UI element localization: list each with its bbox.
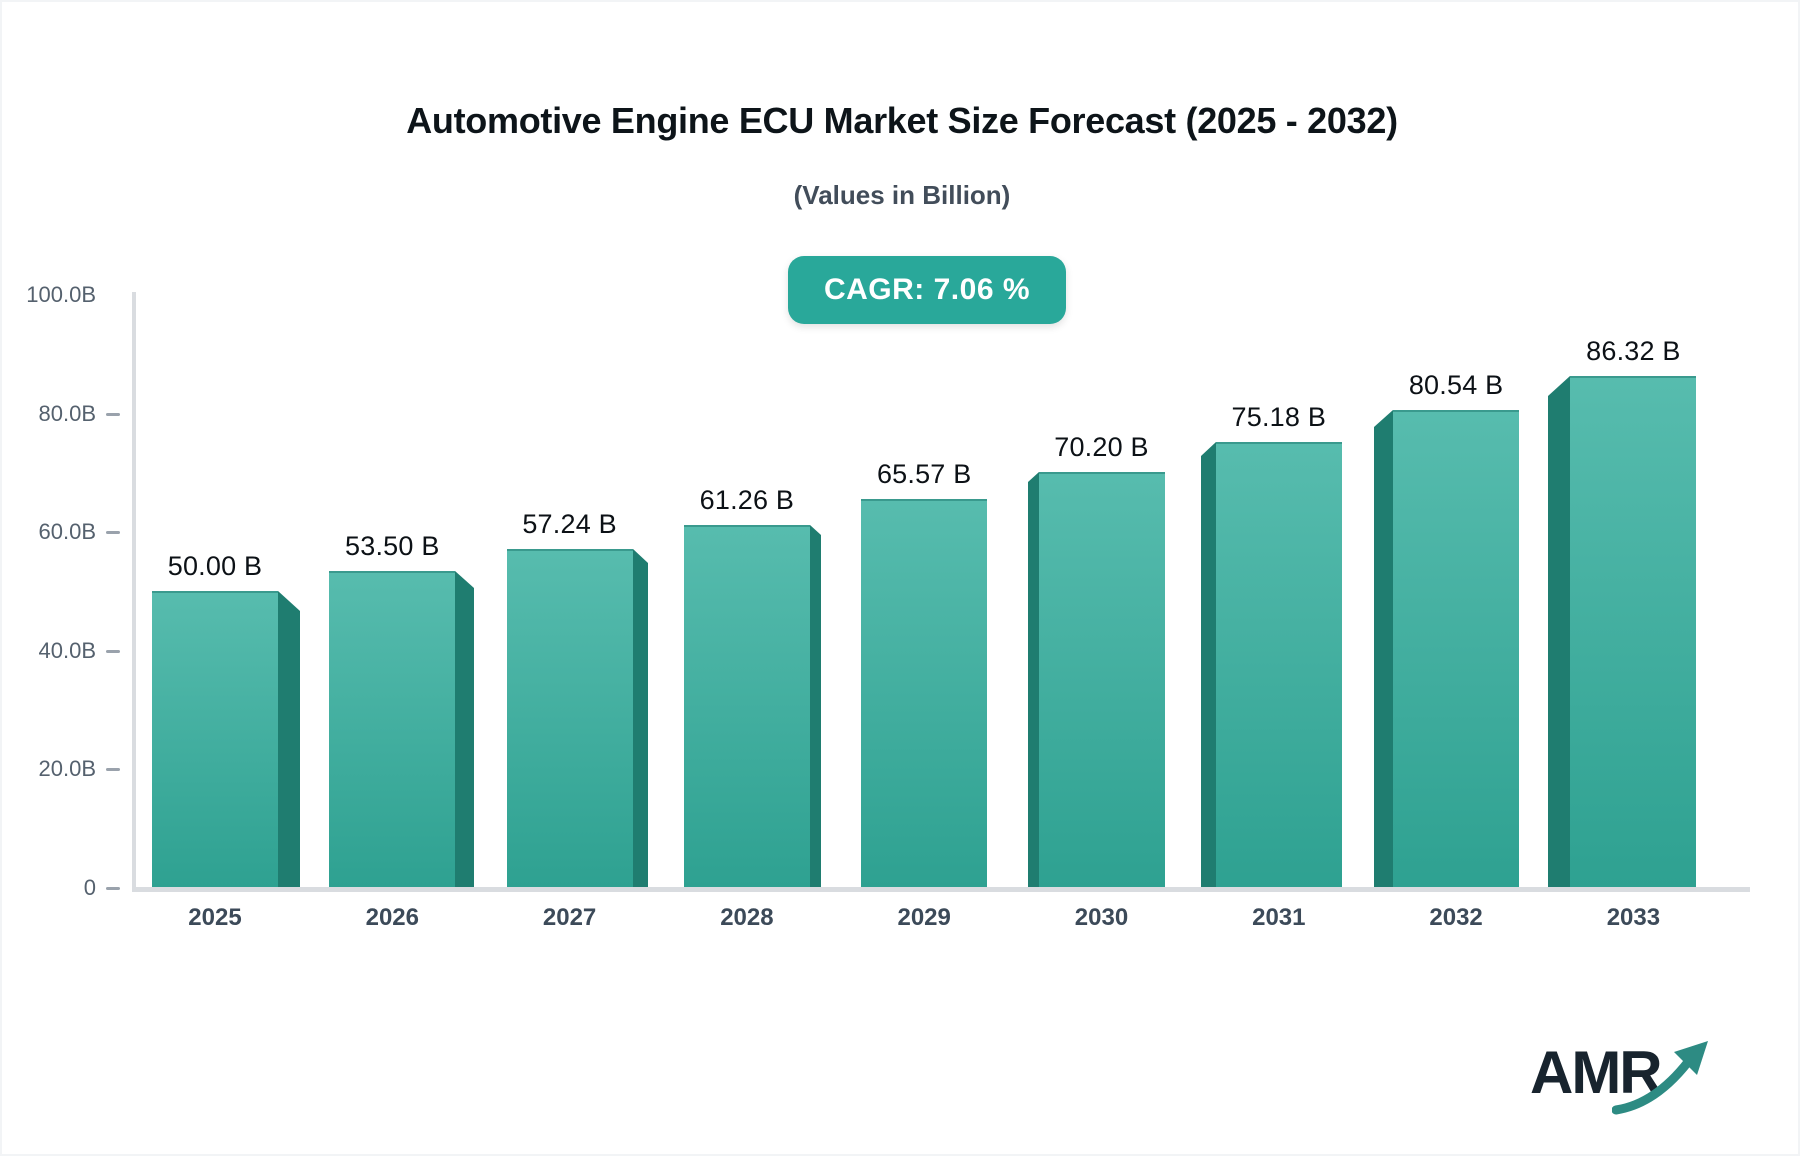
bar-side-face	[633, 549, 648, 888]
y-tick-label: 80.0B	[38, 400, 97, 426]
bar	[861, 499, 987, 888]
bar-side-face	[1374, 410, 1393, 888]
bar	[1216, 442, 1342, 888]
bar	[684, 525, 810, 888]
x-tick-label: 2028	[720, 904, 774, 931]
chart-subtitle: (Values in Billion)	[793, 180, 1011, 210]
bar	[507, 549, 633, 888]
bar-value-label: 53.50 B	[345, 531, 440, 561]
bar-value-label: 50.00 B	[167, 551, 263, 581]
y-tick-label: 20.0B	[38, 756, 97, 782]
bar-side-face	[1548, 376, 1570, 888]
cagr-badge: CAGR: 7.06 %	[788, 256, 1066, 324]
x-tick-label: 2033	[1606, 904, 1661, 931]
y-tick-label: 60.0B	[38, 519, 97, 545]
x-tick-label: 2031	[1252, 904, 1306, 931]
bar-side-face	[1028, 472, 1039, 888]
bar-value-label: 86.32 B	[1586, 336, 1681, 366]
chart-title: Automotive Engine ECU Market Size Foreca…	[406, 100, 1398, 141]
bar	[329, 571, 455, 888]
y-tick-label: 40.0B	[38, 637, 97, 663]
x-tick-label: 2030	[1074, 904, 1129, 931]
bar-value-label: 65.57 B	[876, 459, 972, 489]
x-tick-label: 2025	[188, 904, 242, 931]
bar-value-label: 80.54 B	[1408, 370, 1504, 400]
logo-arrow-icon	[1612, 1041, 1708, 1115]
bar	[1393, 410, 1519, 888]
x-tick-label: 2029	[897, 904, 951, 931]
y-tick-dash	[106, 649, 120, 653]
x-axis-line	[132, 887, 1750, 892]
y-tick-label: 0	[83, 875, 96, 900]
bar-side-face	[278, 591, 300, 888]
bar-value-label: 61.26 B	[699, 485, 795, 515]
bar-value-label: 70.20 B	[1054, 432, 1149, 462]
bar-side-face	[455, 571, 474, 888]
y-tick-label: 100.0B	[26, 282, 96, 307]
logo-text: AMR	[1530, 1039, 1663, 1106]
y-axis-line	[132, 292, 136, 892]
y-tick-dash	[106, 887, 120, 890]
bar	[152, 591, 278, 888]
bar	[1570, 376, 1696, 888]
bar-value-label: 57.24 B	[522, 509, 617, 539]
y-tick-dash	[106, 412, 120, 416]
amr-logo: AMR	[1530, 1032, 1760, 1122]
x-tick-label: 2026	[365, 904, 419, 931]
y-tick-dash	[106, 531, 120, 535]
bar-side-face	[1201, 442, 1216, 888]
bar-value-label: 75.18 B	[1231, 402, 1327, 432]
y-tick-dash	[106, 768, 120, 772]
bar	[1039, 472, 1165, 888]
bar-side-face	[810, 525, 821, 888]
x-tick-label: 2027	[542, 904, 597, 931]
x-tick-label: 2032	[1429, 904, 1483, 931]
